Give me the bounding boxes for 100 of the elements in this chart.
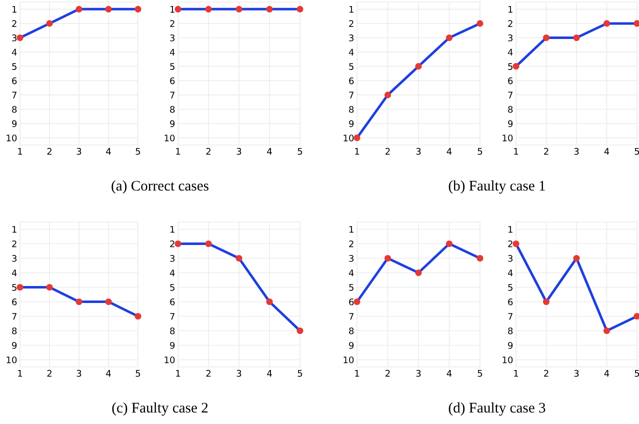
text: (d) Faulty case 3 [448,402,546,416]
y-tick-label: 7 [349,92,354,98]
x-tick-label: 3 [236,148,242,155]
x-tick-label: 4 [267,370,272,377]
y-tick-label: 5 [12,63,16,70]
y-tick-label: 4 [12,48,17,56]
y-tick-label: 8 [170,327,175,334]
y-tick-label: 7 [170,313,174,320]
y-tick-label: 9 [349,120,354,128]
y-tick-label: 3 [170,34,174,42]
y-tick-label: 7 [508,92,512,98]
x-tick-label: 2 [386,370,390,377]
x-tick-label: 2 [47,148,52,155]
y-tick-label: 3 [170,254,174,262]
y-tick-label: 10 [344,134,354,142]
y-tick-label: 6 [508,77,513,84]
y-tick-label: 9 [170,342,175,349]
y-tick-label: 5 [349,63,354,70]
y-tick-label: 1 [508,6,512,13]
y-tick-label: 2 [170,240,174,248]
y-tick-label: 10 [502,134,513,142]
y-tick-label: 7 [170,92,174,98]
x-tick-label: 5 [136,148,140,155]
y-tick-label: 9 [508,342,513,349]
x-tick-label: 2 [206,370,210,377]
x-tick-label: 3 [416,370,421,377]
y-tick-label: 10 [164,356,175,364]
x-tick-label: 3 [76,370,82,377]
y-tick-label: 1 [508,226,512,233]
y-tick-label: 9 [170,120,175,128]
y-tick-label: 7 [12,92,16,98]
y-tick-label: 8 [508,106,513,113]
y-tick-label: 8 [12,106,17,113]
y-tick-label: 4 [170,48,175,56]
x-tick-label: 1 [514,370,518,377]
x-tick-label: 5 [298,148,302,155]
y-tick-label: 4 [348,48,354,56]
y-tick-label: 10 [344,356,354,364]
x-tick-label: 1 [176,148,180,155]
y-tick-label: 2 [12,240,16,248]
text: (b) Faulty case 1 [448,180,545,194]
text: (a) Correct cases [112,180,208,194]
x-tick-label: 2 [544,148,548,155]
y-tick-label: 8 [349,327,354,334]
x-tick-label: 3 [574,148,579,155]
x-tick-label: 1 [176,370,180,377]
y-tick-label: 1 [170,6,174,13]
x-tick-label: 3 [76,148,82,155]
y-tick-label: 6 [170,77,175,84]
y-tick-label: 4 [508,48,513,56]
y-tick-label: 6 [349,77,354,84]
y-tick-label: 9 [508,120,513,128]
y-tick-label: 9 [12,120,17,128]
y-tick-label: 8 [508,327,513,334]
x-tick-label: 5 [634,148,639,155]
x-tick-label: 4 [604,370,610,377]
y-tick-label: 2 [170,20,174,27]
y-tick-label: 6 [170,298,175,306]
x-tick-label: 2 [47,370,52,377]
x-tick-label: 4 [106,370,111,377]
y-tick-label: 3 [508,254,512,262]
x-tick-label: 3 [236,370,242,377]
y-tick-label: 5 [12,284,16,291]
x-tick-label: 1 [18,148,22,155]
y-tick-label: 3 [349,254,354,262]
y-tick-label: 8 [349,106,354,113]
y-tick-label: 3 [12,34,16,42]
y-tick-label: 3 [12,254,16,262]
y-tick-label: 5 [508,284,512,291]
x-tick-label: 2 [544,370,548,377]
y-tick-label: 9 [12,342,17,349]
x-tick-label: 5 [478,148,482,155]
y-tick-label: 5 [349,284,354,291]
y-tick-label: 2 [349,240,354,248]
x-tick-label: 3 [416,148,421,155]
x-tick-label: 2 [206,148,210,155]
y-tick-label: 5 [170,63,174,70]
x-tick-label: 5 [634,370,639,377]
x-tick-label: 1 [514,148,518,155]
y-tick-label: 2 [349,20,354,27]
y-tick-label: 2 [508,240,512,248]
y-tick-label: 1 [12,226,16,233]
x-tick-label: 4 [604,148,610,155]
y-tick-label: 5 [508,63,512,70]
y-tick-label: 3 [508,34,512,42]
x-tick-label: 4 [446,148,452,155]
y-tick-label: 6 [349,298,354,306]
y-tick-label: 6 [12,77,17,84]
y-tick-label: 4 [170,270,175,276]
x-tick-label: 2 [386,148,390,155]
text: (c) Faulty case 2 [112,402,208,416]
x-tick-label: 5 [478,370,482,377]
y-tick-label: 9 [349,342,354,349]
y-tick-label: 2 [508,20,512,27]
y-tick-label: 4 [348,270,354,276]
y-tick-label: 10 [6,356,17,364]
y-tick-label: 6 [12,298,17,306]
y-tick-label: 7 [508,313,512,320]
y-tick-label: 10 [164,134,175,142]
y-tick-label: 5 [170,284,174,291]
